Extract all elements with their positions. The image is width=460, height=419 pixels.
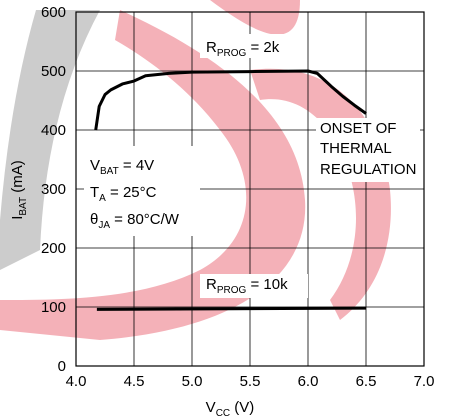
series-line-rprog-2k bbox=[94, 69, 367, 131]
rprog-2k-label: RPROG = 2k bbox=[206, 39, 280, 59]
watermark-red-arc bbox=[0, 10, 306, 340]
onset-line-2: THERMAL bbox=[320, 140, 392, 157]
watermark-red-dip bbox=[210, 0, 300, 35]
conditions-label-bg bbox=[84, 146, 200, 236]
plot-frame bbox=[75, 11, 425, 367]
condition-vbat: VBAT = 4V bbox=[90, 157, 154, 177]
x-tick-label: 6.0 bbox=[298, 373, 319, 390]
onset-line-3: REGULATION bbox=[320, 161, 416, 178]
x-tick-label: 5.5 bbox=[240, 373, 261, 390]
y-tick-label: 300 bbox=[41, 181, 66, 198]
condition-ta: TA = 25°C bbox=[90, 184, 157, 204]
y-tick-label: 100 bbox=[41, 299, 66, 316]
x-tick-label: 6.5 bbox=[356, 373, 377, 390]
series-group bbox=[94, 69, 367, 311]
y-tick-label: 500 bbox=[41, 63, 66, 80]
onset-line-1: ONSET OF bbox=[320, 120, 396, 137]
tick-labels: 4.0 4.5 5.0 5.5 6.0 6.5 7.0 0 100 200 300 400 500 600 bbox=[41, 4, 434, 390]
y-tick-label: 200 bbox=[41, 240, 66, 257]
y-tick-label: 600 bbox=[41, 4, 66, 21]
onset-label-bg bbox=[316, 118, 420, 182]
watermark-gray-arc bbox=[0, 10, 100, 270]
rprog-10k-label: RPROG = 10k bbox=[206, 276, 288, 296]
condition-theta-ja: θJA = 80°C/W bbox=[90, 211, 180, 231]
rprog-2k-label-bg bbox=[200, 34, 296, 58]
x-tick-label: 4.5 bbox=[124, 373, 145, 390]
x-tick-label: 5.0 bbox=[182, 373, 203, 390]
x-tick-label: 7.0 bbox=[414, 373, 435, 390]
y-tick-label: 400 bbox=[41, 122, 66, 139]
series-line-rprog-10k bbox=[96, 306, 367, 311]
x-axis-title: VCC (V) bbox=[206, 399, 255, 419]
y-tick-label: 0 bbox=[58, 358, 66, 375]
x-tick-label: 4.0 bbox=[66, 373, 87, 390]
rprog-10k-label-bg bbox=[200, 274, 308, 298]
y-axis-title: IBAT (mA) bbox=[9, 160, 29, 220]
